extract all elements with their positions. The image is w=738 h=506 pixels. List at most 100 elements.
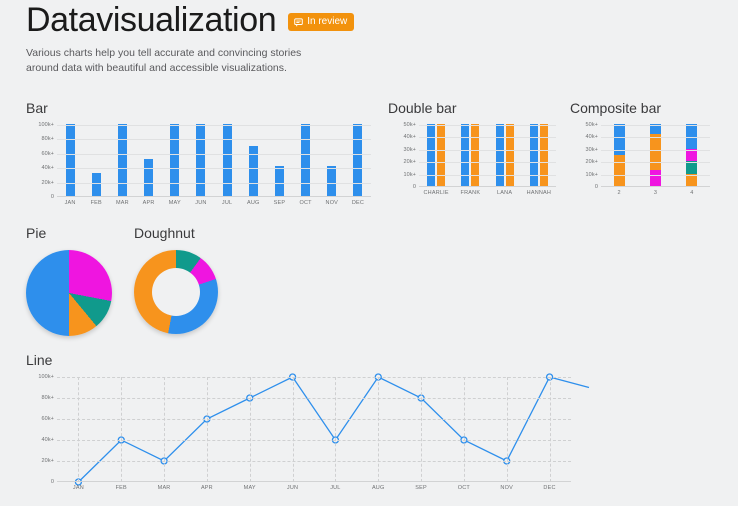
composite-segment[interactable]	[613, 124, 625, 155]
composite-segment[interactable]	[686, 173, 698, 186]
bar[interactable]	[529, 124, 538, 186]
bar[interactable]	[65, 124, 75, 196]
bar[interactable]	[327, 166, 337, 196]
bar[interactable]	[196, 124, 206, 196]
x-tick-label: 3	[653, 190, 658, 196]
bar[interactable]	[301, 124, 311, 196]
pie-disc	[26, 250, 112, 336]
chart-block-bar: Bar 0 20k+ 40k+ 60k+ 80k+ 100k+ JAN FEB MAR APR M…	[26, 100, 371, 212]
composite-segment[interactable]	[649, 133, 661, 170]
bar-slot[interactable]	[162, 124, 188, 196]
y-tick-label: 60k+	[41, 416, 54, 422]
bar[interactable]	[248, 145, 258, 196]
chart-title-double-bar: Double bar	[388, 100, 457, 116]
bar-slot[interactable]	[214, 124, 240, 196]
x-tick-label: FEB	[90, 200, 102, 206]
composite-stack[interactable]	[613, 124, 625, 186]
gridline	[57, 461, 571, 462]
bar[interactable]	[170, 124, 180, 196]
page-header: Datavisualization In review	[26, 0, 355, 40]
gridline-vertical	[121, 377, 123, 482]
x-tick-label: SEP	[415, 485, 427, 491]
double-bar-slot[interactable]	[453, 124, 487, 186]
composite-segment[interactable]	[649, 169, 661, 186]
gridline	[57, 125, 371, 126]
x-tick-label: AUG	[247, 200, 260, 206]
x-tick-label: NOV	[500, 485, 513, 491]
composite-stack[interactable]	[686, 124, 698, 186]
chart-block-doughnut: Doughnut	[134, 225, 218, 334]
x-tick-label: DEC	[543, 485, 556, 491]
y-tick-label: 10k+	[585, 171, 598, 178]
composite-segment[interactable]	[686, 161, 698, 174]
bar[interactable]	[505, 124, 514, 186]
bar[interactable]	[437, 124, 446, 186]
bar-slot[interactable]	[57, 124, 83, 196]
line-baseline	[57, 481, 571, 482]
bar[interactable]	[539, 124, 548, 186]
gridline-vertical	[421, 377, 423, 482]
bar-slot[interactable]	[240, 125, 266, 196]
y-tick-label: 40k+	[403, 134, 416, 141]
y-tick-label: 50k+	[585, 122, 598, 128]
x-tick-label: HANNAH	[526, 190, 552, 196]
composite-segment[interactable]	[613, 155, 625, 186]
composite-bar-slot[interactable]	[601, 124, 637, 186]
gridline	[419, 162, 556, 164]
bar[interactable]	[495, 124, 504, 186]
bar-series	[57, 124, 371, 196]
composite-bar-slot[interactable]	[674, 124, 710, 186]
bar-slot[interactable]	[188, 124, 214, 196]
gridline-vertical	[378, 377, 380, 482]
double-bar-slot[interactable]	[522, 124, 556, 186]
status-badge[interactable]: In review	[288, 13, 355, 31]
composite-segment[interactable]	[686, 148, 698, 162]
bar[interactable]	[91, 172, 101, 196]
composite-segment[interactable]	[649, 124, 661, 134]
chart-block-pie: Pie	[26, 225, 112, 336]
line-x-axis: JAN FEB MAR APR MAY JUN JUL AUG SEP OCT NOV DEC	[57, 485, 571, 491]
y-tick-label: 30k+	[585, 146, 598, 153]
chart-title-line: Line	[26, 352, 53, 368]
double-bar-slot[interactable]	[419, 124, 453, 186]
line-chart: 0 20k+ 40k+ 60k+ 80k+ 100k+	[26, 373, 590, 486]
bar[interactable]	[461, 124, 470, 186]
double-bar-slot[interactable]	[488, 124, 522, 186]
y-tick-label: 0	[50, 479, 54, 485]
bar-slot[interactable]	[83, 125, 109, 196]
double-bar-baseline	[419, 186, 556, 187]
composite-segment[interactable]	[686, 124, 698, 149]
y-tick-label: 20k+	[41, 458, 54, 464]
chart-title-composite-bar: Composite bar	[570, 100, 662, 116]
x-tick-label: 4	[690, 190, 694, 196]
x-tick-label: APR	[200, 485, 213, 491]
bar-slot[interactable]	[266, 125, 292, 196]
y-tick-label: 80k+	[41, 136, 54, 143]
bar[interactable]	[353, 124, 363, 196]
bar[interactable]	[471, 124, 480, 186]
x-tick-label: APR	[142, 200, 155, 206]
doughnut-chart	[134, 250, 218, 334]
composite-bar-slot[interactable]	[637, 124, 673, 186]
gridline	[419, 149, 556, 151]
bar-slot[interactable]	[109, 124, 135, 196]
bar[interactable]	[117, 124, 127, 196]
gridline	[57, 182, 371, 184]
bar[interactable]	[144, 159, 154, 196]
bar-slot[interactable]	[136, 125, 162, 196]
bar[interactable]	[427, 124, 436, 186]
bar-slot[interactable]	[293, 124, 319, 196]
composite-stack[interactable]	[649, 124, 661, 186]
bar-slot[interactable]	[319, 125, 345, 196]
double-bar-y-axis: 0 10k+ 20k+ 30k+ 40k+ 50k+	[388, 122, 418, 190]
bar[interactable]	[274, 166, 284, 196]
y-tick-label: 30k+	[403, 146, 416, 153]
bar[interactable]	[222, 124, 232, 196]
gridline-vertical	[249, 377, 251, 482]
x-tick-label: FRANK	[460, 190, 481, 196]
bar-slot[interactable]	[345, 124, 371, 196]
composite-bar-chart: 0 10k+ 20k+ 30k+ 40k+ 50k+	[570, 122, 710, 190]
x-tick-label: 2	[617, 190, 621, 196]
doughnut-hole	[152, 268, 200, 316]
bar-baseline	[57, 196, 371, 197]
